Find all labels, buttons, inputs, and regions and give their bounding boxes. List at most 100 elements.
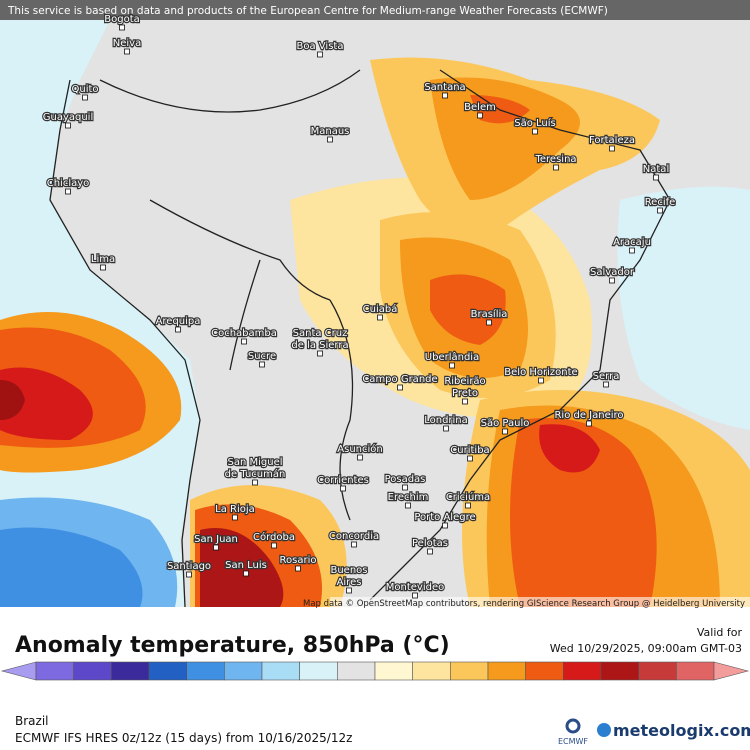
city-label: Chiclayo [47,178,90,189]
city-label: Montevideo [386,582,444,593]
city-marker [402,484,408,491]
city-marker [629,247,635,254]
logo-icon [565,718,581,734]
colorbar-swatch [676,661,715,681]
brand-icon [597,723,611,737]
city-marker [259,361,265,368]
city-marker [443,425,449,432]
city-label: Buenos [330,565,367,576]
city-label: Campo Grande [362,374,437,385]
city-marker [405,502,411,509]
colorbar-swatch [487,661,526,681]
city-marker [100,264,106,271]
city-marker [538,377,544,384]
city-label: Pelotas [412,538,448,549]
city-marker [442,92,448,99]
city-label: Brasília [471,308,508,320]
city-marker [82,94,88,101]
notice-bar [0,0,750,20]
colorbar-swatch [450,661,489,681]
colorbar-swatch [412,661,451,681]
city-marker [449,362,455,369]
attribution: Map data © OpenStreetMap contributors, r… [303,599,745,609]
city-marker [351,541,357,548]
city-marker [241,338,247,345]
city-marker [532,128,538,135]
colorbar-swatch [73,661,112,681]
colorbar-swatch [299,661,338,681]
city-marker [609,145,615,152]
city-label: Porto Alegre [414,512,475,523]
city-marker [586,420,592,427]
city-marker [213,544,219,551]
colorbar-arrow [0,661,37,681]
colorbar [0,661,750,681]
city-marker [252,479,258,486]
city-label: São Paulo [481,418,530,429]
city-marker [243,570,249,577]
city-label: San Luis [225,560,267,571]
city-label: Posadas [385,474,426,485]
colorbar-swatch [35,661,74,681]
city-marker [427,548,433,555]
logo: ECMWF [558,737,588,746]
city-label: Arequipa [156,316,201,327]
city-label: Santa Cruz [293,328,348,339]
borders [49,69,671,608]
city-marker [175,326,181,333]
colorbar-arrow [713,661,750,681]
city-label: de la Sierra [291,340,348,351]
city-label: Quito [71,84,98,95]
city-label: Belem [464,102,496,113]
city-marker [467,455,473,462]
city-marker [486,319,492,326]
city-marker [502,428,508,435]
colorbar-swatch [186,661,225,681]
map: This service is based on data and produc… [0,0,750,609]
anomaly-area [430,274,506,345]
city-label: Teresina [534,154,576,165]
city-marker [295,565,301,572]
city-label: Natal [643,164,669,175]
city-label: Neiva [113,38,141,49]
city-label: Criciúma [446,491,490,503]
city-label: Aracaju [613,237,651,248]
colorbar-swatch [337,661,376,681]
coastline [369,69,671,601]
city-marker [377,314,383,321]
anomaly-area [0,367,93,440]
city-label: Serra [593,371,620,382]
city-marker [271,542,277,549]
city-marker [657,207,663,214]
colorbar-swatch [224,661,263,681]
notice: This service is based on data and produc… [7,5,608,17]
city-label: Lima [91,254,115,265]
city-label: Bogota [104,14,140,25]
city-label: Corrientes [317,475,369,486]
region: Brazil [15,714,49,728]
city-marker [357,454,363,461]
colorbar-swatch [374,661,413,681]
city-label: Santana [424,82,465,93]
city-label: de Tucumán [225,468,286,480]
anomaly-area [0,380,25,420]
city-marker [397,384,403,391]
city-marker [477,112,483,119]
city-label: Sucre [248,351,276,362]
city-marker [653,174,659,181]
city-label: Erechim [388,492,429,503]
city-marker [346,587,352,594]
city-label: Aires [337,577,362,588]
city-marker [327,136,333,143]
city-marker [442,522,448,529]
city-marker [232,514,238,521]
anomaly-area [200,528,284,607]
city-labels: Bogota Neiva Boa Vista Quito Guayaquil Santan… [42,13,677,599]
valid-time: Wed 10/29/2025, 09:00am GMT-03 [550,642,742,655]
city-marker [124,48,130,55]
anomaly-area [539,424,600,473]
city-marker [65,188,71,195]
city-label: Recife [645,197,676,208]
